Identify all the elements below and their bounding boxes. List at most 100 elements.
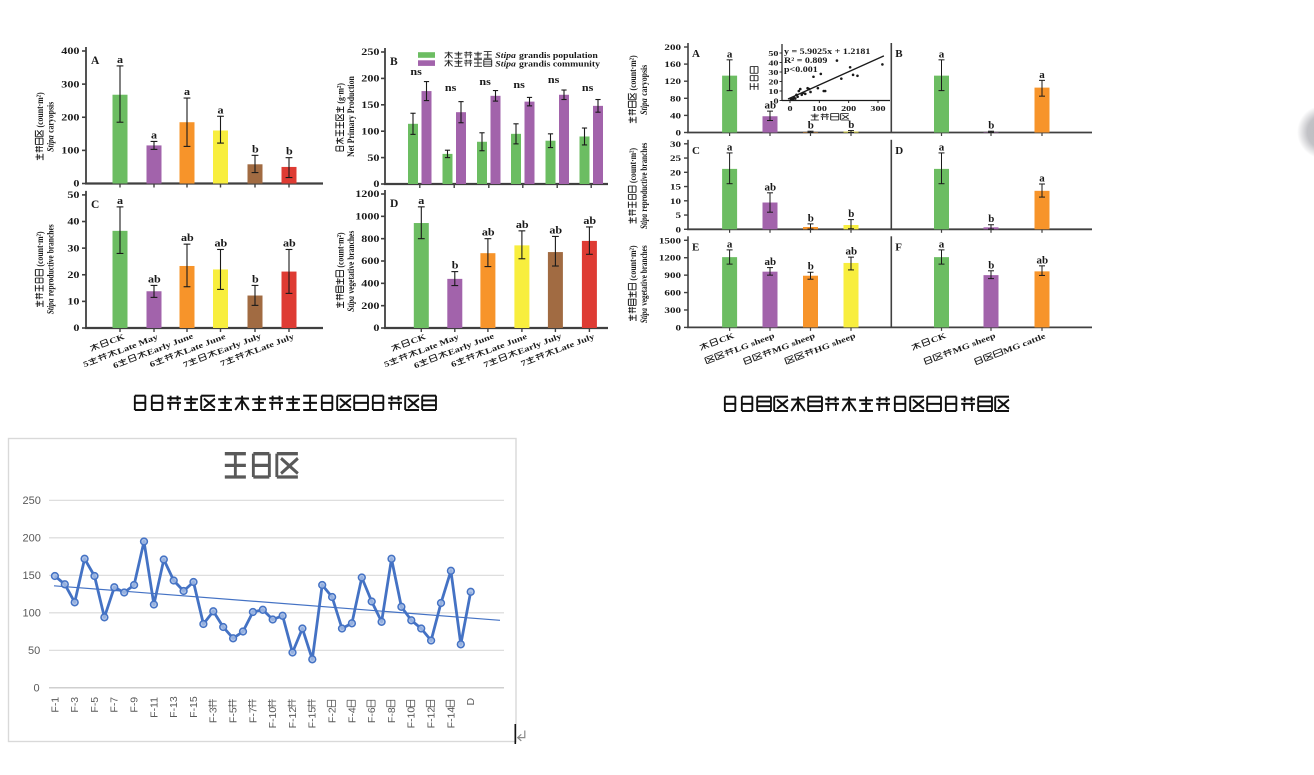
svg-text:F-14: F-14 bbox=[445, 707, 457, 729]
svg-text:7: 7 bbox=[520, 359, 528, 369]
svg-text:0: 0 bbox=[373, 180, 379, 190]
svg-text:F-15: F-15 bbox=[307, 707, 319, 729]
svg-text:a: a bbox=[727, 240, 733, 250]
svg-text:50: 50 bbox=[67, 191, 79, 201]
svg-text:F-13: F-13 bbox=[168, 696, 180, 718]
svg-text:CK: CK bbox=[930, 332, 948, 346]
svg-text:40: 40 bbox=[670, 112, 681, 121]
svg-text:Stipa: Stipa bbox=[45, 298, 56, 314]
svg-text:A: A bbox=[692, 48, 700, 60]
svg-text:200: 200 bbox=[361, 74, 379, 84]
svg-text:0: 0 bbox=[34, 683, 40, 695]
svg-text:120: 120 bbox=[664, 77, 681, 86]
svg-text:a: a bbox=[418, 194, 424, 206]
svg-text:a: a bbox=[939, 50, 945, 60]
svg-text:1500: 1500 bbox=[659, 236, 681, 245]
svg-text:50: 50 bbox=[28, 645, 40, 657]
svg-text:b: b bbox=[252, 143, 259, 155]
svg-text:160: 160 bbox=[664, 60, 681, 69]
svg-text:E: E bbox=[692, 241, 699, 253]
svg-text:150: 150 bbox=[361, 100, 379, 110]
svg-text:Net Primary Production: Net Primary Production bbox=[345, 76, 356, 157]
svg-text:(count·m²): (count·m²) bbox=[627, 245, 638, 282]
svg-text:C: C bbox=[692, 145, 700, 157]
svg-text:a: a bbox=[1039, 174, 1045, 184]
svg-text:(count·m²): (count·m²) bbox=[627, 148, 638, 185]
svg-text:5: 5 bbox=[675, 211, 681, 220]
svg-text:F-3: F-3 bbox=[208, 707, 220, 723]
svg-text:Stipa: Stipa bbox=[345, 295, 356, 311]
svg-text:F-9: F-9 bbox=[129, 697, 141, 713]
svg-text:Stipa: Stipa bbox=[495, 59, 516, 68]
svg-text:15: 15 bbox=[670, 183, 681, 192]
svg-text:20: 20 bbox=[67, 270, 79, 280]
svg-text:a: a bbox=[727, 50, 733, 60]
svg-text:250: 250 bbox=[361, 48, 379, 58]
svg-text:F-4: F-4 bbox=[346, 707, 358, 723]
svg-text:ab: ab bbox=[583, 214, 596, 226]
svg-text:50: 50 bbox=[367, 153, 379, 163]
svg-text:MG sheep: MG sheep bbox=[771, 332, 816, 356]
svg-text:10: 10 bbox=[768, 87, 779, 95]
svg-text:0: 0 bbox=[787, 104, 793, 112]
svg-text:ab: ab bbox=[1037, 256, 1049, 266]
svg-text:Stipa: Stipa bbox=[639, 308, 649, 323]
svg-text:ns: ns bbox=[513, 78, 525, 90]
svg-text:F-10: F-10 bbox=[406, 707, 418, 729]
svg-text:200: 200 bbox=[61, 113, 79, 123]
svg-text:ns: ns bbox=[479, 75, 491, 87]
svg-text:b: b bbox=[848, 120, 854, 130]
svg-text:D: D bbox=[390, 198, 398, 210]
svg-text:(g·m²): (g·m²) bbox=[335, 83, 346, 105]
svg-text:F-6: F-6 bbox=[366, 707, 378, 723]
svg-text:0: 0 bbox=[675, 225, 681, 234]
svg-text:b: b bbox=[988, 215, 994, 225]
svg-text:ab: ab bbox=[549, 224, 562, 236]
svg-text:CK: CK bbox=[718, 332, 736, 346]
svg-text:a: a bbox=[217, 104, 223, 116]
svg-text:20: 20 bbox=[768, 78, 779, 86]
svg-text:100: 100 bbox=[812, 104, 828, 112]
svg-text:200: 200 bbox=[361, 301, 379, 311]
svg-text:D: D bbox=[895, 145, 903, 157]
svg-text:B: B bbox=[895, 48, 903, 60]
svg-text:ab: ab bbox=[516, 218, 529, 230]
svg-text:F-10: F-10 bbox=[267, 707, 279, 729]
svg-text:MG cattle: MG cattle bbox=[1002, 332, 1047, 356]
svg-text:7: 7 bbox=[219, 359, 227, 369]
svg-text:600: 600 bbox=[361, 257, 379, 267]
svg-text:b: b bbox=[988, 261, 994, 271]
svg-text:600: 600 bbox=[664, 289, 681, 298]
svg-text:300: 300 bbox=[664, 306, 681, 315]
svg-text:Stipa: Stipa bbox=[639, 214, 649, 229]
svg-text:ab: ab bbox=[214, 237, 227, 249]
svg-text:200: 200 bbox=[841, 104, 857, 112]
svg-text:ab: ab bbox=[181, 232, 194, 244]
svg-text:F-12: F-12 bbox=[426, 707, 438, 729]
svg-text:F-12: F-12 bbox=[287, 707, 299, 729]
svg-text:ns: ns bbox=[410, 65, 422, 77]
svg-text:b: b bbox=[452, 259, 459, 271]
svg-text:100: 100 bbox=[61, 146, 79, 156]
svg-text:a: a bbox=[151, 129, 157, 141]
svg-text:7: 7 bbox=[483, 360, 491, 370]
svg-text:b: b bbox=[286, 145, 293, 157]
svg-text:(count·m²): (count·m²) bbox=[34, 92, 45, 129]
svg-text:(count·m²): (count·m²) bbox=[34, 231, 45, 268]
svg-text:250: 250 bbox=[23, 495, 41, 507]
svg-text:100: 100 bbox=[23, 608, 41, 620]
svg-text:ab: ab bbox=[846, 247, 858, 257]
svg-text:b: b bbox=[848, 209, 854, 219]
svg-text:ns: ns bbox=[548, 73, 560, 85]
svg-text:b: b bbox=[988, 121, 994, 131]
svg-text:20: 20 bbox=[670, 168, 681, 177]
svg-text:F: F bbox=[895, 241, 902, 253]
svg-text:1200: 1200 bbox=[659, 254, 681, 263]
svg-text:D: D bbox=[465, 698, 477, 706]
svg-text:vegetative branches: vegetative branches bbox=[345, 230, 356, 295]
svg-text:HG sheep: HG sheep bbox=[813, 332, 857, 356]
svg-text:0: 0 bbox=[73, 179, 79, 189]
svg-text:a: a bbox=[1039, 70, 1045, 80]
svg-text:Stipa: Stipa bbox=[495, 51, 516, 60]
svg-text:(count·m²): (count·m²) bbox=[335, 232, 346, 269]
